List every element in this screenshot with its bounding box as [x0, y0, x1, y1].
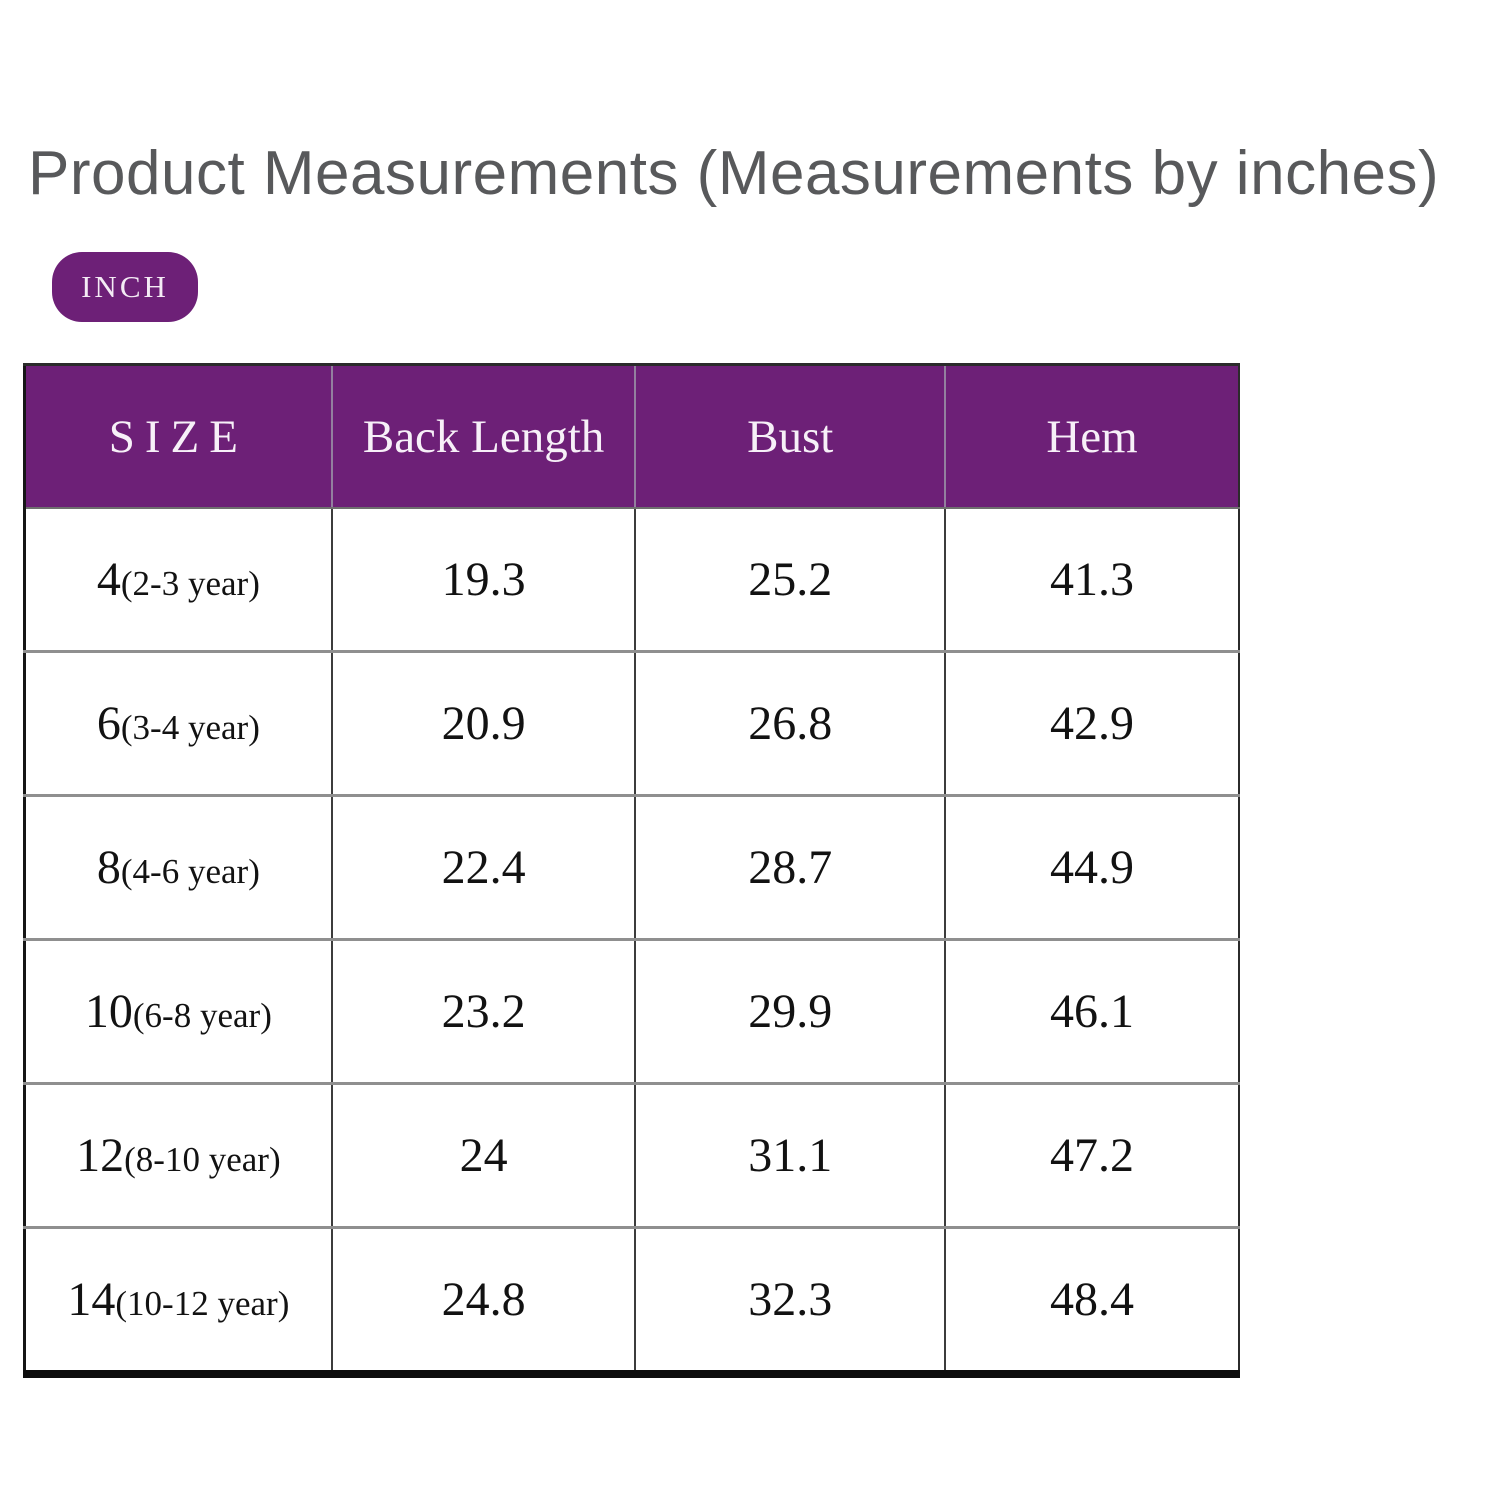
- page-title: Product Measurements (Measurements by in…: [28, 139, 1440, 208]
- size-number: 4: [96, 553, 121, 606]
- back-length-cell: 24.8: [330, 1226, 636, 1374]
- hem-cell: 42.9: [944, 650, 1239, 796]
- size-cell: 10(6-8 year): [24, 938, 332, 1084]
- size-age-range: (2-3 year): [120, 564, 260, 603]
- bust-cell: 26.8: [634, 650, 946, 796]
- bust-cell: 29.9: [634, 938, 946, 1084]
- column-header-back-length: Back Length: [330, 364, 636, 509]
- table-row: 8(4-6 year) 22.4 28.7 44.9: [24, 794, 1239, 940]
- size-cell: 6(3-4 year): [24, 650, 332, 796]
- bust-cell: 28.7: [634, 794, 946, 940]
- hem-cell: 41.3: [944, 508, 1239, 652]
- column-header-bust: Bust: [634, 364, 946, 509]
- size-age-range: (10-12 year): [115, 1284, 290, 1323]
- column-header-hem: Hem: [944, 364, 1239, 509]
- table-row: 14(10-12 year) 24.8 32.3 48.4: [24, 1226, 1239, 1374]
- table-row: 6(3-4 year) 20.9 26.8 42.9: [24, 650, 1239, 796]
- unit-badge-label: INCH: [81, 269, 169, 304]
- table-row: 12(8-10 year) 24 31.1 47.2: [24, 1082, 1239, 1228]
- bust-cell: 31.1: [634, 1082, 946, 1228]
- table-row: 10(6-8 year) 23.2 29.9 46.1: [24, 938, 1239, 1084]
- bust-cell: 32.3: [634, 1226, 946, 1374]
- hem-cell: 44.9: [944, 794, 1239, 940]
- size-age-range: (4-6 year): [120, 852, 260, 891]
- hem-cell: 46.1: [944, 938, 1239, 1084]
- back-length-cell: 19.3: [330, 508, 636, 652]
- table-row: 4(2-3 year) 19.3 25.2 41.3: [24, 508, 1239, 652]
- size-age-range: (8-10 year): [124, 1140, 281, 1179]
- size-age-range: (3-4 year): [120, 708, 260, 747]
- size-number: 6: [96, 697, 121, 750]
- size-cell: 14(10-12 year): [24, 1226, 332, 1374]
- bust-cell: 25.2: [634, 508, 946, 652]
- measurements-table: SIZE Back Length Bust Hem 4(2-3 year) 19…: [23, 363, 1240, 1378]
- size-chart-container: SIZE Back Length Bust Hem 4(2-3 year) 19…: [23, 363, 1240, 1378]
- column-header-size: SIZE: [24, 364, 332, 509]
- size-number: 8: [96, 841, 121, 894]
- size-number: 12: [76, 1129, 125, 1182]
- size-age-range: (6-8 year): [132, 996, 272, 1035]
- size-number: 10: [84, 985, 133, 1038]
- hem-cell: 48.4: [944, 1226, 1239, 1374]
- size-number: 14: [67, 1273, 116, 1326]
- size-cell: 8(4-6 year): [24, 794, 332, 940]
- back-length-cell: 20.9: [330, 650, 636, 796]
- back-length-cell: 22.4: [330, 794, 636, 940]
- size-cell: 4(2-3 year): [24, 508, 332, 652]
- back-length-cell: 23.2: [330, 938, 636, 1084]
- table-header-row: SIZE Back Length Bust Hem: [24, 364, 1239, 509]
- back-length-cell: 24: [330, 1082, 636, 1228]
- unit-badge: INCH: [52, 252, 198, 322]
- size-cell: 12(8-10 year): [24, 1082, 332, 1228]
- hem-cell: 47.2: [944, 1082, 1239, 1228]
